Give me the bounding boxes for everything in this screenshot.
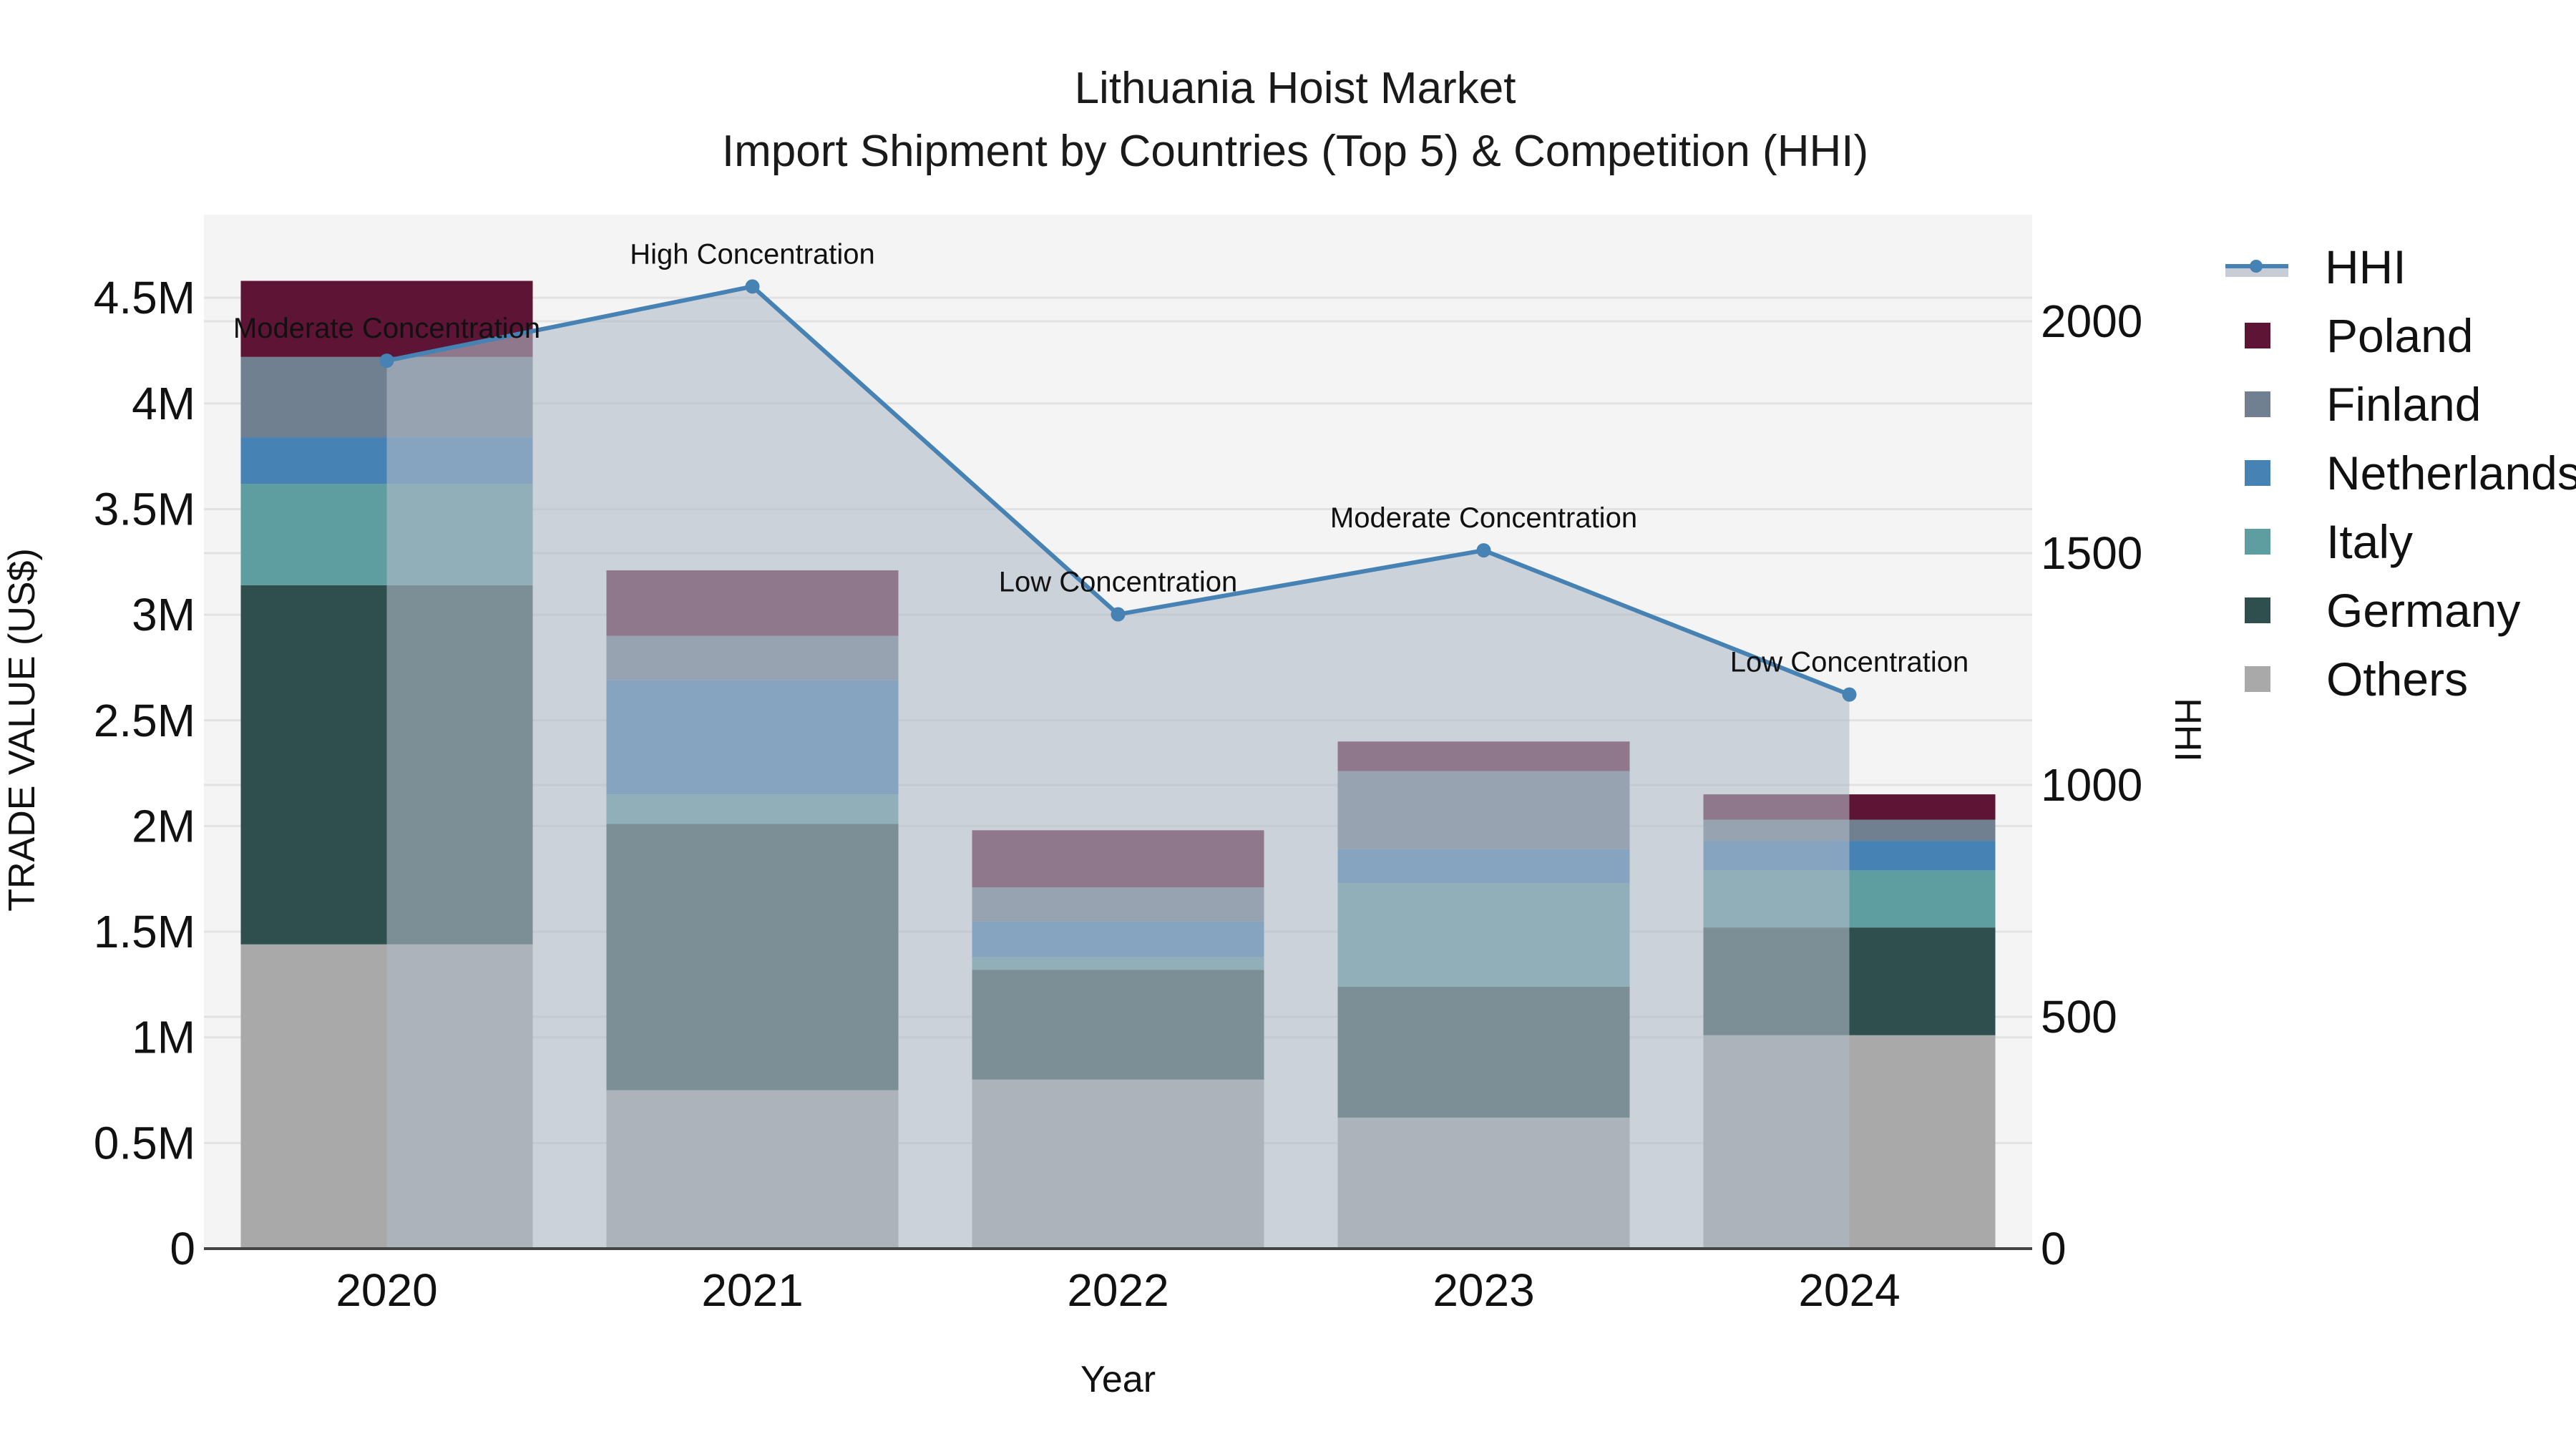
chart-subtitle: Import Shipment by Countries (Top 5) & C… <box>721 127 1869 176</box>
hhi-annotations: Moderate Concentration High Concentration… <box>233 238 1968 678</box>
y-left-tick: 1M <box>132 1012 195 1063</box>
legend-label: Others <box>2326 653 2469 706</box>
hhi-annotation: Moderate Concentration <box>233 313 540 344</box>
x-tick-2021: 2021 <box>701 1264 803 1316</box>
y-left-axis-label: TRADE VALUE (US$) <box>1 548 43 912</box>
hhi-marker-2021[interactable] <box>745 279 760 294</box>
line-marker-icon <box>2225 254 2288 280</box>
axes: 0 0.5M 1M 1.5M 2M 2.5M 3M 3.5M 4M 4.5M 0 500 1000 150… <box>1 272 2208 1400</box>
legend-label: HHI <box>2325 240 2406 293</box>
hhi-annotation: High Concentration <box>630 238 874 270</box>
y-left-tick: 4M <box>132 378 195 429</box>
x-tick-2022: 2022 <box>1067 1264 1169 1316</box>
color-swatch-icon <box>2245 323 2270 348</box>
hhi-marker-2024[interactable] <box>1842 687 1857 702</box>
legend-label: Poland <box>2326 309 2474 362</box>
color-swatch-icon <box>2245 529 2270 555</box>
x-tick-2024: 2024 <box>1798 1264 1900 1316</box>
y-right-tick: 2000 <box>2041 296 2142 347</box>
legend-label: Finland <box>2326 378 2482 431</box>
y-right-tick: 1500 <box>2041 527 2142 579</box>
color-swatch-icon <box>2245 391 2270 417</box>
hhi-annotation: Moderate Concentration <box>1330 502 1637 534</box>
legend-item-germany[interactable]: Germany <box>2225 576 2576 645</box>
legend-item-finland[interactable]: Finland <box>2225 370 2576 439</box>
x-tick-2020: 2020 <box>336 1264 437 1316</box>
x-axis-label: Year <box>1080 1359 1156 1400</box>
hhi-annotation: Low Concentration <box>999 567 1238 598</box>
legend-item-netherlands[interactable]: Netherlands <box>2225 439 2576 507</box>
y-left-tick: 0 <box>170 1223 195 1274</box>
legend-item-others[interactable]: Others <box>2225 645 2576 713</box>
y-left-tick: 4.5M <box>94 272 195 323</box>
y-left-tick: 3.5M <box>94 483 195 535</box>
color-swatch-icon <box>2245 460 2270 486</box>
color-swatch-icon <box>2245 666 2270 692</box>
hhi-marker-2023[interactable] <box>1476 543 1491 558</box>
legend-label: Italy <box>2326 515 2414 568</box>
legend: HHI Poland Finland Netherlands Italy Germany O… <box>2225 233 2576 713</box>
legend-label: Germany <box>2326 584 2521 637</box>
legend-label: Netherlands <box>2326 447 2576 499</box>
x-tick-2023: 2023 <box>1433 1264 1534 1316</box>
legend-item-hhi[interactable]: HHI <box>2225 233 2576 301</box>
color-swatch-icon <box>2245 597 2270 623</box>
legend-item-italy[interactable]: Italy <box>2225 507 2576 576</box>
y-left-tick: 3M <box>132 589 195 640</box>
y-right-tick: 1000 <box>2041 759 2142 811</box>
y-left-tick: 2.5M <box>94 695 195 746</box>
hhi-series[interactable] <box>379 279 1857 1249</box>
y-left-tick: 0.5M <box>94 1117 195 1169</box>
hhi-marker-2022[interactable] <box>1111 607 1126 622</box>
hhi-marker-2020[interactable] <box>379 353 394 369</box>
y-right-tick: 500 <box>2041 991 2117 1043</box>
y-right-axis-label: HHI <box>2167 698 2208 762</box>
y-right-tick: 0 <box>2041 1223 2067 1274</box>
chart-title: Lithuania Hoist Market <box>1074 64 1516 113</box>
hhi-area <box>386 286 1850 1249</box>
y-left-tick: 1.5M <box>94 906 195 957</box>
y-left-tick: 2M <box>132 800 195 852</box>
hhi-annotation: Low Concentration <box>1730 647 1969 678</box>
legend-item-poland[interactable]: Poland <box>2225 301 2576 370</box>
